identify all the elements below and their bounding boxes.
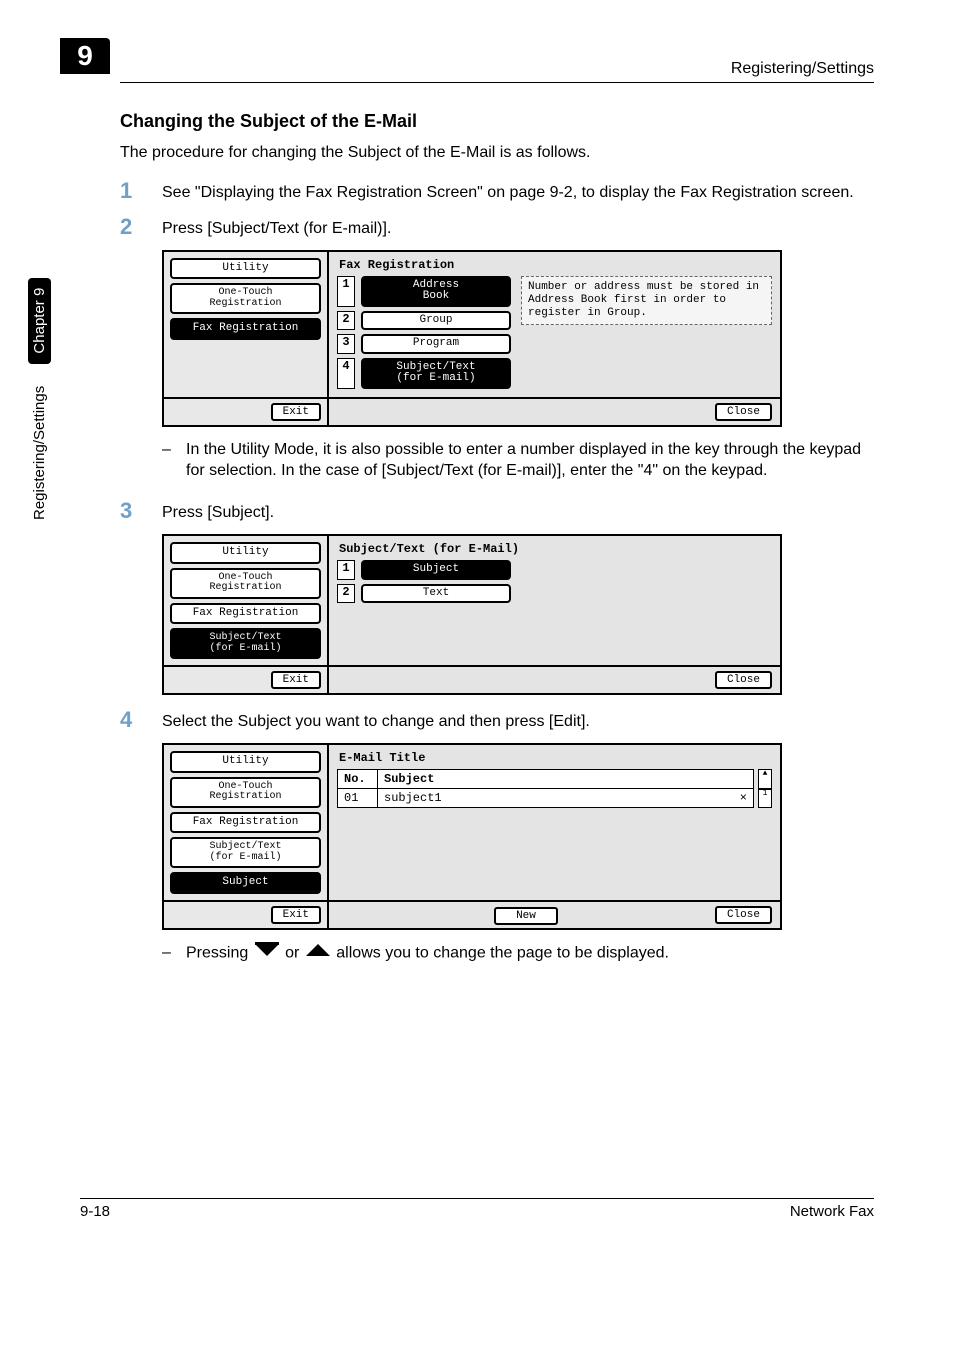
screen3-row-no: 01 bbox=[338, 789, 378, 807]
screen3-left-utility[interactable]: Utility bbox=[170, 751, 321, 773]
screen3-left-subject[interactable]: Subject bbox=[170, 872, 321, 894]
footer-title: Network Fax bbox=[790, 1203, 874, 1220]
screen3-left-subjtext[interactable]: Subject/Text (for E-mail) bbox=[170, 837, 321, 868]
screen2-opt1-num: 1 bbox=[337, 560, 355, 580]
screen1-opt4[interactable]: Subject/Text (for E-mail) bbox=[361, 358, 511, 389]
screen3-table-row[interactable]: 01 subject1 × bbox=[337, 789, 754, 808]
screen3-table-head: No. Subject bbox=[337, 769, 754, 789]
footer-page-num: 9-18 bbox=[80, 1203, 110, 1220]
screen3-row-subject: subject1 bbox=[384, 791, 442, 805]
screen1-hint: Number or address must be stored in Addr… bbox=[521, 276, 772, 326]
screen2-title: Subject/Text (for E-Mail) bbox=[337, 540, 772, 560]
screen2-left-subjtext[interactable]: Subject/Text (for E-mail) bbox=[170, 628, 321, 659]
screen1-exit[interactable]: Exit bbox=[271, 403, 321, 421]
screen2-opt1[interactable]: Subject bbox=[361, 560, 511, 580]
screen1-opt3[interactable]: Program bbox=[361, 334, 511, 354]
screen3-exit[interactable]: Exit bbox=[271, 906, 321, 924]
screen2-close[interactable]: Close bbox=[715, 671, 772, 689]
screen3-scroll-pos: 1 bbox=[758, 789, 772, 809]
screen1-opt2-num: 2 bbox=[337, 311, 355, 331]
step-3: 3 Press [Subject]. bbox=[120, 498, 874, 524]
screen-subject-text: Utility One-Touch Registration Fax Regis… bbox=[162, 534, 782, 695]
step-2-note: – In the Utility Mode, it is also possib… bbox=[162, 439, 874, 482]
step-4-note: – Pressing or allows you to change the p… bbox=[162, 942, 874, 965]
screen3-head-subject: Subject bbox=[378, 770, 753, 788]
step-2: 2 Press [Subject/Text (for E-mail)]. bbox=[120, 214, 874, 240]
screen2-opt2[interactable]: Text bbox=[361, 584, 511, 604]
screen3-left-faxreg[interactable]: Fax Registration bbox=[170, 812, 321, 834]
screen2-left-faxreg[interactable]: Fax Registration bbox=[170, 603, 321, 625]
screen-email-title: Utility One-Touch Registration Fax Regis… bbox=[162, 743, 782, 930]
chapter-tab: 9 bbox=[60, 38, 110, 74]
page-footer: 9-18 Network Fax bbox=[80, 1198, 874, 1220]
screen2-left-utility[interactable]: Utility bbox=[170, 542, 321, 564]
step-2-text: Press [Subject/Text (for E-mail)]. bbox=[162, 214, 391, 240]
screen1-left-faxreg[interactable]: Fax Registration bbox=[170, 318, 321, 340]
screen1-opt3-num: 3 bbox=[337, 334, 355, 354]
screen3-left-onetouch[interactable]: One-Touch Registration bbox=[170, 777, 321, 808]
side-chapter-pill: Chapter 9 bbox=[28, 278, 51, 364]
screen1-left-onetouch[interactable]: One-Touch Registration bbox=[170, 283, 321, 314]
step-4: 4 Select the Subject you want to change … bbox=[120, 707, 874, 733]
step-2-note-text: In the Utility Mode, it is also possible… bbox=[186, 439, 874, 482]
screen3-close[interactable]: Close bbox=[715, 906, 772, 924]
screen3-row-mark: × bbox=[740, 791, 747, 805]
screen1-title: Fax Registration bbox=[337, 256, 772, 276]
section-intro: The procedure for changing the Subject o… bbox=[120, 142, 874, 164]
screen1-opt4-num: 4 bbox=[337, 358, 355, 389]
step-1-text: See "Displaying the Fax Registration Scr… bbox=[162, 178, 854, 204]
screen3-new[interactable]: New bbox=[494, 907, 558, 925]
step-4-text: Select the Subject you want to change an… bbox=[162, 707, 590, 733]
step-2-num: 2 bbox=[120, 214, 162, 240]
arrow-up-icon bbox=[304, 942, 332, 965]
side-label-text: Registering/Settings bbox=[31, 386, 48, 520]
screen3-head-no: No. bbox=[338, 770, 378, 788]
screen1-close[interactable]: Close bbox=[715, 403, 772, 421]
step-4-note-c: allows you to change the page to be disp… bbox=[336, 944, 669, 961]
screen3-title: E-Mail Title bbox=[337, 749, 772, 769]
page-header: Registering/Settings bbox=[120, 60, 874, 83]
step-4-num: 4 bbox=[120, 707, 162, 733]
screen3-scroll[interactable]: ▲ 1 bbox=[758, 769, 772, 808]
screen1-left-utility[interactable]: Utility bbox=[170, 258, 321, 280]
step-4-note-b: or bbox=[285, 944, 304, 961]
screen-fax-registration: Utility One-Touch Registration Fax Regis… bbox=[162, 250, 782, 427]
header-right: Registering/Settings bbox=[731, 60, 874, 77]
screen1-opt2[interactable]: Group bbox=[361, 311, 511, 331]
step-4-note-a: Pressing bbox=[186, 944, 253, 961]
screen1-opt1[interactable]: Address Book bbox=[361, 276, 511, 307]
step-3-text: Press [Subject]. bbox=[162, 498, 274, 524]
step-3-num: 3 bbox=[120, 498, 162, 524]
screen3-scroll-up-icon[interactable]: ▲ bbox=[758, 769, 772, 789]
screen2-exit[interactable]: Exit bbox=[271, 671, 321, 689]
step-1: 1 See "Displaying the Fax Registration S… bbox=[120, 178, 874, 204]
screen1-opt1-num: 1 bbox=[337, 276, 355, 307]
screen2-opt2-num: 2 bbox=[337, 584, 355, 604]
side-label: Registering/Settings Chapter 9 bbox=[28, 278, 51, 520]
screen2-left-onetouch[interactable]: One-Touch Registration bbox=[170, 568, 321, 599]
step-1-num: 1 bbox=[120, 178, 162, 204]
section-title: Changing the Subject of the E-Mail bbox=[120, 111, 874, 132]
arrow-down-icon bbox=[253, 942, 281, 965]
